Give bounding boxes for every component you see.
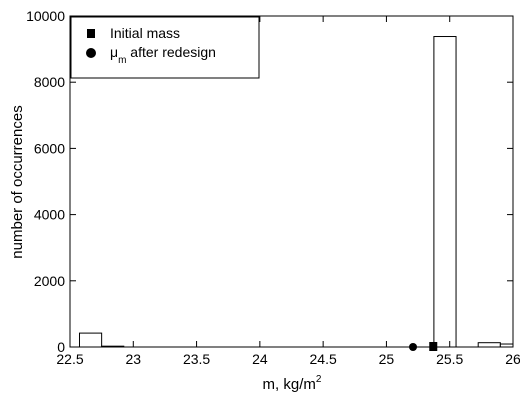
legend-box xyxy=(70,16,260,79)
x-tick-label: 24.5 xyxy=(310,351,337,367)
x-axis-title: m, kg/m2 xyxy=(263,374,322,393)
x-tick-label: 25.5 xyxy=(436,351,463,367)
legend-square-marker xyxy=(87,29,95,38)
x-tick-label: 22.5 xyxy=(56,351,83,367)
x-tick-label: 26 xyxy=(505,351,520,367)
y-tick-label: 2000 xyxy=(34,273,65,289)
legend: Initial mass μm after redesign xyxy=(70,16,260,79)
y-tick-label: 6000 xyxy=(34,140,65,156)
x-tick-label: 23 xyxy=(125,351,141,367)
histogram-bar-4 xyxy=(477,342,501,348)
histogram-bar-2 xyxy=(433,36,457,348)
y-tick-label: 4000 xyxy=(34,207,65,223)
x-ticks: 22.5 23 23.5 24 24.5 25 25.5 26 xyxy=(56,16,520,367)
y-tick-label: 10000 xyxy=(26,8,65,24)
legend-circle-marker xyxy=(86,48,96,58)
y-tick-label: 8000 xyxy=(34,74,65,90)
x-tick-label: 25 xyxy=(379,351,395,367)
histogram-bar-0 xyxy=(78,332,103,348)
y-tick-label: 0 xyxy=(57,339,65,355)
bars-group xyxy=(78,36,514,348)
y-ticks: 0 2000 4000 6000 8000 10000 xyxy=(26,8,513,355)
axes-box xyxy=(69,15,514,348)
legend-entry-mu-after-redesign: μm after redesign xyxy=(110,44,216,66)
y-axis-title: number of occurrences xyxy=(9,105,26,258)
legend-entry-initial-mass: Initial mass xyxy=(110,25,180,41)
x-tick-label: 24 xyxy=(252,351,268,367)
x-tick-label: 23.5 xyxy=(183,351,210,367)
